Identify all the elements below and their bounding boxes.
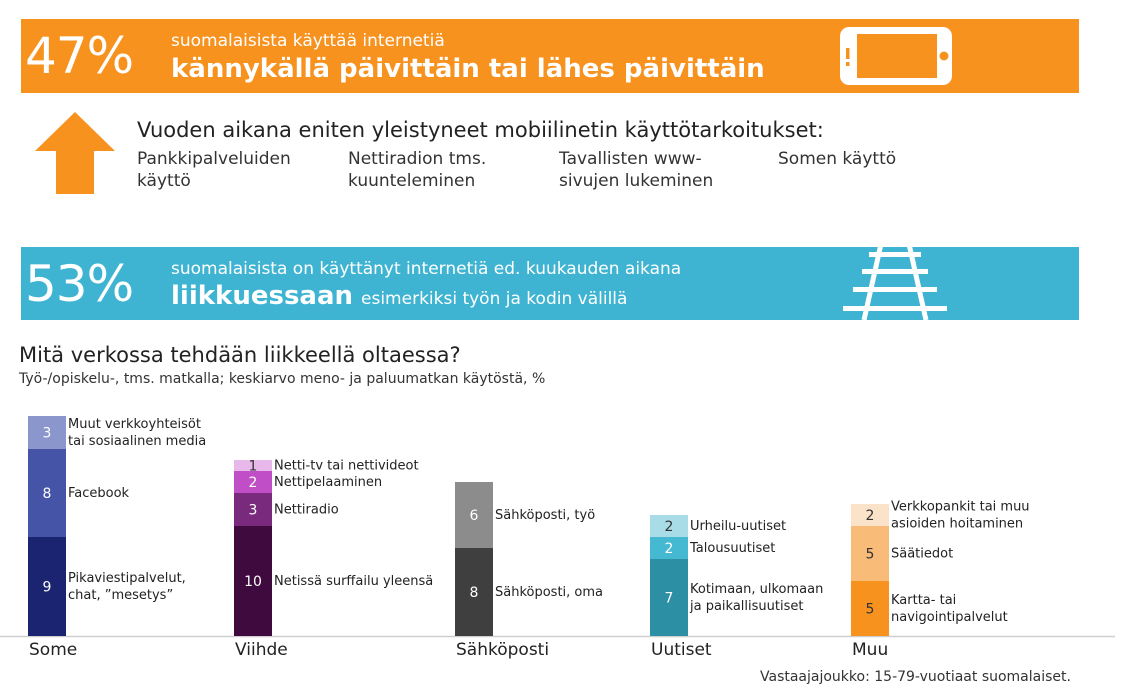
mobile-usage-banner: 47% suomalaisista käyttää internetiä kän…: [21, 19, 1079, 93]
bar-segment: [28, 449, 66, 537]
segment-label: Talousuutiset: [689, 541, 775, 556]
segment-label: Urheilu-uutiset: [690, 519, 786, 534]
segment-label: Kotimaan, ulkomaan ja paikallisuutiset: [689, 582, 823, 614]
segment-label: Kartta- tai navigointipalvelut: [891, 593, 1008, 625]
bar-segment: [851, 504, 889, 526]
rising-use-item: Tavallisten www- sivujen lukeminen: [559, 149, 714, 191]
on-the-move-line2: liikkuessaan esimerkiksi työn ja kodin vä…: [171, 280, 627, 315]
rising-use-item: Nettiradion tms. kuunteleminen: [348, 149, 487, 191]
mobile-usage-line2: kännykällä päivittäin tai lähes päivittä…: [171, 54, 765, 84]
on-the-move-percent: 53%: [25, 255, 134, 313]
bar-segment: [455, 482, 493, 548]
segment-label: Muut verkkoyhteisöt tai sosiaalinen media: [68, 417, 206, 449]
on-the-move-banner: 53% suomalaisista on käyttänyt interneti…: [21, 244, 1079, 320]
category-label: Viihde: [235, 640, 288, 660]
segment-label: Nettipelaaminen: [274, 475, 382, 490]
bar-segment: [234, 460, 272, 471]
on-the-move-line1: suomalaisista on käyttänyt internetiä ed…: [171, 259, 682, 279]
segment-label: Säätiedot: [891, 547, 953, 562]
bar-segment: [851, 526, 889, 581]
data-label: 3: [43, 426, 52, 442]
data-label: 8: [470, 585, 479, 601]
segment-label: Sähköposti, oma: [495, 585, 603, 600]
data-label: 2: [866, 508, 875, 524]
segment-label: Netti-tv tai nettivideot: [274, 459, 419, 474]
on-the-move-emphasis: liikkuessaan: [171, 281, 354, 311]
data-label: 6: [470, 508, 479, 524]
rising-use-item: Pankkipalveluiden käyttö: [137, 149, 291, 191]
category-label: Muu: [852, 640, 888, 660]
data-label: 2: [665, 541, 674, 557]
data-label: 5: [866, 547, 875, 563]
segment-label: Nettiradio: [274, 503, 339, 518]
data-label: 2: [249, 475, 258, 491]
data-label: 1: [249, 459, 258, 475]
bar-segment: [650, 537, 688, 559]
data-label: 10: [244, 574, 262, 590]
chart-title: Mitä verkossa tehdään liikkeellä oltaess…: [19, 343, 461, 367]
smartphone-icon: [840, 27, 952, 85]
bar-segment: [455, 548, 493, 636]
segment-label: Pikaviestipalvelut, chat, ”mesetys”: [68, 571, 186, 603]
segment-label: Sähköposti, työ: [495, 508, 595, 523]
category-label: Some: [29, 640, 77, 660]
data-label: 3: [249, 503, 258, 519]
mobile-usage-line1: suomalaisista käyttää internetiä: [171, 31, 445, 51]
category-label: Sähköposti: [456, 640, 549, 660]
bar-segment: [234, 493, 272, 526]
on-the-move-rest: esimerkiksi työn ja kodin välillä: [361, 289, 628, 309]
up-arrow-icon: [35, 112, 115, 194]
category-label: Uutiset: [651, 640, 712, 660]
segment-label: Verkkopankit tai muu asioiden hoitaminen: [891, 500, 1030, 532]
data-label: 2: [665, 519, 674, 535]
rising-uses-heading: Vuoden aikana eniten yleistyneet mobiili…: [137, 118, 824, 142]
bar-segment: [28, 416, 66, 449]
data-label: 7: [665, 591, 674, 607]
source-note: Vastaajajoukko: 15-79-vuotiaat suomalais…: [760, 669, 1071, 685]
data-label: 5: [866, 602, 875, 618]
bar-segment: [234, 471, 272, 493]
rising-use-item: Somen käyttö: [778, 149, 897, 169]
chart-subtitle: Työ-/opiskelu-, tms. matkalla; keskiarvo…: [19, 371, 546, 387]
segment-label: Facebook: [68, 486, 130, 501]
bar-segment: [650, 515, 688, 537]
mobile-usage-percent: 47%: [25, 27, 134, 85]
bar-segment: [234, 526, 272, 636]
data-label: 9: [43, 580, 52, 596]
bar-segment: [650, 559, 688, 636]
bar-segment: [28, 537, 66, 636]
data-label: 8: [43, 486, 52, 502]
railway-tracks-icon: [843, 244, 947, 320]
bar-segment: [851, 581, 889, 636]
segment-label: Netissä surffailu yleensä: [274, 574, 433, 589]
